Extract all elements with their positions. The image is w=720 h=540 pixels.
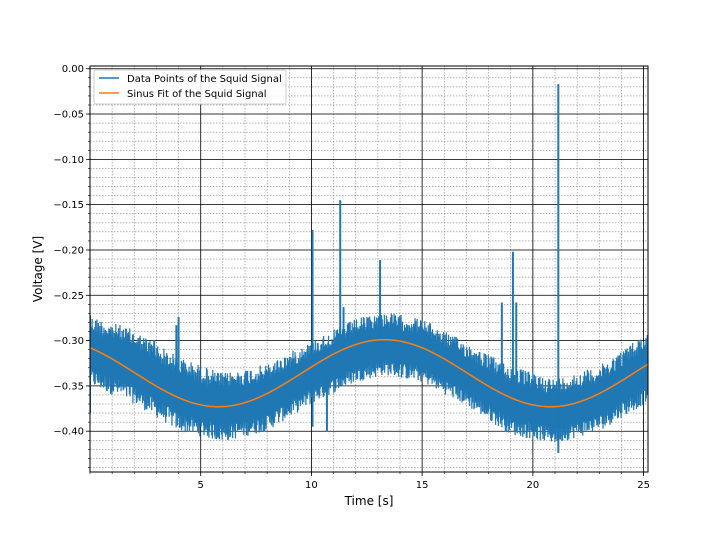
x-tick-label: 10 (305, 480, 318, 491)
x-tick-label: 25 (637, 480, 650, 491)
y-tick-label: −0.30 (53, 336, 84, 347)
legend-label-fit: Sinus Fit of the Squid Signal (127, 89, 267, 100)
tick-labels: 5 10 15 20 25 0.00 −0.05 −0.10 −0.15 −0.20 −0.25 −0… (53, 64, 650, 491)
y-tick-label: 0.00 (62, 64, 84, 75)
y-tick-label: −0.25 (53, 291, 84, 302)
axis-ticks (86, 68, 644, 476)
y-tick-label: −0.40 (53, 427, 84, 438)
y-tick-label: −0.35 (53, 381, 84, 392)
y-tick-label: −0.20 (53, 245, 84, 256)
plot-frame (89, 65, 649, 473)
y-tick-label: −0.10 (53, 155, 84, 166)
y-tick-label: −0.15 (53, 200, 84, 211)
y-tick-label: −0.05 (53, 110, 84, 121)
data-layer (90, 84, 648, 453)
legend: Data Points of the Squid Signal Sinus Fi… (93, 69, 287, 105)
x-tick-label: 15 (416, 480, 429, 491)
x-tick-label: 5 (198, 480, 204, 491)
x-axis-label: Time [s] (344, 494, 394, 508)
legend-box (93, 69, 287, 105)
y-axis-label: Voltage [V] (31, 236, 45, 302)
sine-fit-line (90, 338, 648, 408)
data-series-line (90, 313, 648, 443)
legend-label-data: Data Points of the Squid Signal (127, 74, 282, 85)
x-tick-label: 20 (526, 480, 539, 491)
